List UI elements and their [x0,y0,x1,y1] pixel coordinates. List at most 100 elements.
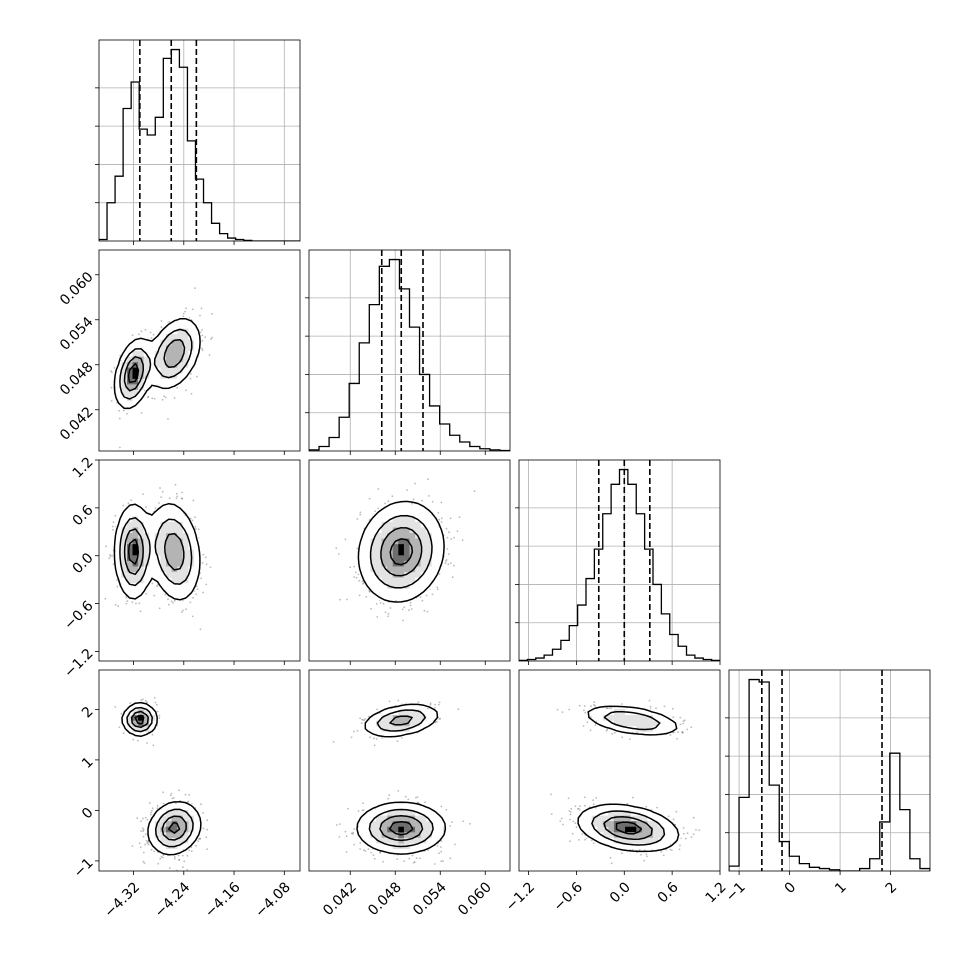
scatter-point [363,849,365,851]
scatter-point [374,510,376,512]
density-cell [387,561,393,567]
scatter-point [162,791,164,793]
scatter-point [194,287,196,289]
scatter-point [346,851,348,853]
scatter-point [454,844,456,846]
density-cell [365,566,371,572]
scatter-point [437,589,439,591]
scatter-point [346,599,348,601]
scatter-point [210,567,212,569]
histogram-2 [519,470,720,661]
scatter-point [171,601,173,603]
scatter-point [113,521,115,523]
density-cell [172,538,178,544]
scatter-point [130,499,132,501]
scatter-point [188,849,190,851]
scatter-point [370,608,372,610]
scatter-point [104,598,106,600]
density-cell [155,572,161,578]
scatter-point [377,508,379,510]
scatter-point [440,502,442,504]
scatter-point [161,320,163,322]
density-cell [382,527,388,533]
scatter-point [458,708,460,710]
scatter-point [353,566,355,568]
scatter-point [169,867,171,869]
scatter-point [174,856,176,858]
scatter-point [194,526,196,528]
scatter-point [135,603,137,605]
density-cell [183,588,189,594]
density-cell [432,521,438,527]
scatter-point [432,594,434,596]
scatter-point [211,313,213,315]
density-cell [149,345,155,351]
scatter-point [147,396,149,398]
scatter-point [150,332,152,334]
density-cell [149,351,155,357]
panel-2-2 [515,460,720,665]
scatter-point [206,564,208,566]
density-cell [404,594,410,600]
density-cell [393,533,399,539]
scatter-point [346,835,348,837]
density-cell [393,594,399,600]
scatter-point [139,843,141,845]
scatter-point [206,848,208,850]
density-cell [144,516,150,522]
density-cell [155,566,161,572]
scatter-point [402,609,404,611]
scatter-point [387,615,389,617]
density-cell [387,594,393,600]
density-cell [382,572,388,578]
density-cell [382,516,388,522]
scatter-point [202,812,204,814]
scatter-point [181,492,183,494]
density-cell [393,521,399,527]
scatter-point [163,395,165,397]
scatter-point [174,858,176,860]
density-cell [398,533,404,539]
scatter-point [436,587,438,589]
density-cell [172,527,178,533]
density-cell [365,572,371,578]
density-cell [376,583,382,589]
scatter-point [145,329,147,331]
density-cell [138,583,144,589]
scatter-point [411,608,413,610]
scatter-point [447,564,449,566]
scatter-point [195,528,197,530]
scatter-point [112,526,114,528]
scatter-point [407,799,409,801]
density-cell [365,561,371,567]
scatter-point [353,828,355,830]
scatter-point [127,502,129,504]
density-cell [144,362,150,368]
density-cell [172,521,178,527]
density-cell [166,521,172,527]
density-3-0 [114,697,208,871]
scatter-point [105,545,107,547]
scatter-point [410,602,412,604]
scatter-point [359,514,361,516]
density-cell [432,561,438,567]
density-cell [415,583,421,589]
scatter-point [192,500,194,502]
density-cell [183,804,189,810]
scatter-point [204,336,206,338]
density-cell [194,821,200,827]
scatter-point [199,315,201,317]
scatter-point [150,814,152,816]
scatter-point [167,598,169,600]
scatter-point [110,556,112,558]
scatter-point [369,498,371,500]
density-cell [398,544,404,550]
scatter-point [176,493,178,495]
density-cell [437,549,443,555]
scatter-point [152,745,154,747]
scatter-point [111,400,113,402]
density-cell [415,549,421,555]
scatter-point [450,518,452,520]
density-cell [404,533,410,539]
